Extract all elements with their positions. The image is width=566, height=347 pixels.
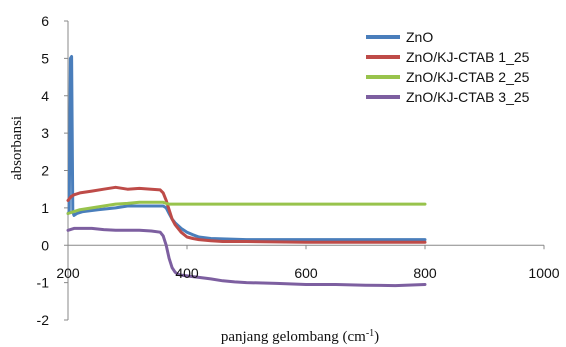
legend-label-2: ZnO/KJ-CTAB 1_25 [406, 49, 530, 65]
y-tick-label: -2 [37, 312, 50, 328]
x-tick-label: 400 [175, 265, 199, 281]
y-tick-label: 2 [41, 163, 49, 179]
x-tick-label: 600 [294, 265, 318, 281]
x-tick-label: 800 [413, 265, 437, 281]
y-tick-label: 0 [41, 237, 49, 253]
y-axis-title: absorbansi [9, 116, 25, 180]
series-line-1 [66, 55, 427, 242]
legend-label-1: ZnO [406, 29, 433, 45]
x-tick-label: 1000 [528, 265, 559, 281]
series-lines [66, 55, 427, 288]
x-axis-title-sup: -1 [366, 328, 374, 339]
y-tick-label: 4 [41, 88, 49, 104]
y-tick-label: 6 [41, 13, 49, 29]
y-tick-label: 1 [41, 200, 49, 216]
series-line-3 [66, 200, 427, 215]
y-tick-label: -1 [37, 275, 50, 291]
tick-labels: -2 -1 0 1 2 3 4 5 6 200 400 600 800 1000 [37, 13, 560, 328]
y-tick-label: 5 [41, 50, 49, 66]
plot-axes [64, 20, 545, 321]
series-line-2 [66, 185, 427, 244]
series-line-4 [66, 226, 427, 288]
legend-label-3: ZnO/KJ-CTAB 2_25 [406, 69, 530, 85]
x-axis-title: panjang gelombang (cm-1) [221, 328, 379, 346]
x-axis-title-main: panjang gelombang (cm [221, 329, 366, 345]
legend: ZnO ZnO/KJ-CTAB 1_25 ZnO/KJ-CTAB 2_25 ZnO/K… [366, 29, 530, 105]
legend-label-4: ZnO/KJ-CTAB 3_25 [406, 89, 530, 105]
y-tick-label: 3 [41, 125, 49, 141]
x-axis-title-close: ) [374, 329, 379, 345]
x-tick-label: 200 [56, 265, 80, 281]
